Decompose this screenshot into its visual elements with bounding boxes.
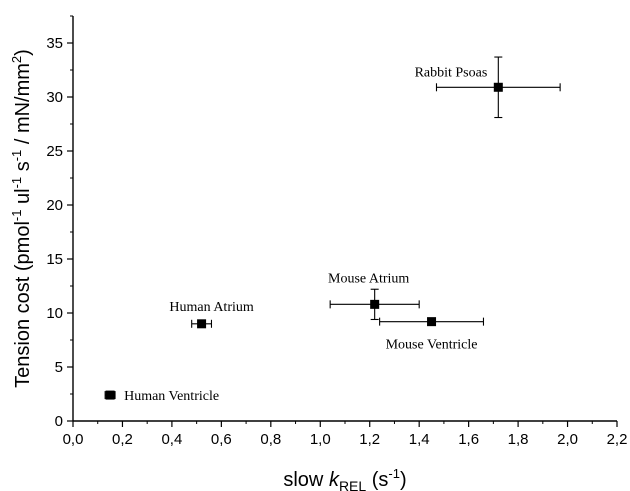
data-point-marker (427, 317, 437, 327)
y-tick-label: 15 (46, 251, 63, 268)
x-axis-ticks: 0,0 0,2 0,4 0,6 0,8 1,0 1,2 1,4 1,6 1,8 2,0 2,2 (63, 421, 628, 448)
x-axis-title-k: k (329, 469, 340, 491)
y-title-sup: -1 (9, 210, 24, 222)
y-tick-label: 30 (46, 89, 63, 106)
y-tick-label: 20 (46, 197, 63, 214)
x-tick-label: 1,4 (409, 431, 430, 448)
point-label: Mouse Ventricle (386, 338, 478, 353)
x-tick-label: 0,8 (260, 431, 281, 448)
x-axis-title: slow kREL (s-1) (283, 466, 406, 491)
x-axis-title-prefix: slow (283, 469, 329, 491)
data-point-marker (197, 319, 207, 329)
x-tick-label: 1,6 (458, 431, 479, 448)
y-title-part: ul (12, 188, 34, 209)
x-axis-title-unit-exp: -1 (388, 466, 400, 481)
x-tick-label: 2,2 (607, 431, 628, 448)
x-tick-label: 1,8 (508, 431, 529, 448)
y-title-part: ) (12, 49, 34, 56)
y-axis-ticks: 0 5 10 15 20 25 30 35 (46, 15, 73, 430)
y-title-sup: -1 (9, 177, 24, 189)
point-label: Human Ventricle (124, 389, 219, 404)
x-tick-label: 0,2 (112, 431, 133, 448)
y-tick-label: 10 (46, 305, 63, 322)
y-title-part: / mN/mm (12, 63, 34, 150)
data-point-marker (105, 390, 115, 400)
point-labels: Human Ventricle Human Atrium Mouse Atrium M… (124, 65, 487, 404)
x-tick-label: 0,6 (211, 431, 232, 448)
y-tick-label: 35 (46, 35, 63, 52)
y-tick-label: 5 (55, 359, 63, 376)
x-tick-label: 1,0 (310, 431, 331, 448)
y-title-sup: 2 (9, 56, 24, 63)
x-axis-title-sub: REL (339, 478, 366, 491)
data-point-marker (370, 299, 380, 309)
y-axis-title: Tension cost (pmol-1 ul-1 s-1 / mN/mm2) (9, 49, 34, 388)
x-axis-title-close: ) (400, 469, 407, 491)
error-bars (104, 56, 561, 400)
x-axis-title-unit: (s (366, 469, 388, 491)
y-tick-label: 25 (46, 143, 63, 160)
x-tick-label: 2,0 (557, 431, 578, 448)
x-tick-label: 0,0 (63, 431, 84, 448)
point-label: Mouse Atrium (328, 271, 409, 286)
point-label: Human Atrium (169, 300, 253, 315)
y-title-part: s (12, 161, 34, 177)
data-point-marker (493, 82, 503, 92)
point-label: Rabbit Psoas (415, 65, 488, 80)
data-points (105, 82, 503, 400)
x-tick-label: 1,2 (359, 431, 380, 448)
y-title-sup: -1 (9, 150, 24, 162)
axes (72, 16, 617, 422)
y-title-part: Tension cost (pmol (12, 221, 34, 388)
x-tick-label: 0,4 (161, 431, 182, 448)
y-tick-label: 0 (55, 413, 63, 430)
